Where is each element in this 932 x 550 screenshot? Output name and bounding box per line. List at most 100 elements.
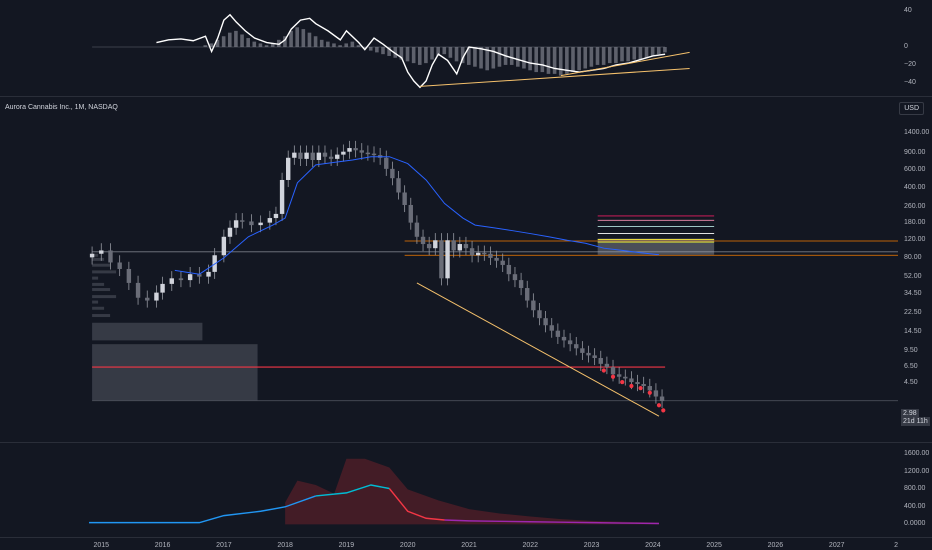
histogram-bar [289, 30, 293, 47]
volume-profile-bar [92, 295, 117, 299]
histogram-bar [650, 47, 655, 56]
oscillator-line [156, 13, 666, 89]
histogram-bar [326, 41, 330, 47]
candle-body [347, 148, 352, 152]
price-tick-label: 400.00 [904, 183, 926, 191]
candle-body [531, 300, 536, 311]
histogram-bar [227, 32, 232, 47]
histogram-bar [558, 47, 563, 76]
time-tick-label: 2025 [706, 542, 722, 549]
candle-body [160, 283, 165, 293]
time-axis[interactable]: 2015 2016 2017 2018 2019 2020 2021 2022 2023 2024… [0, 537, 898, 550]
histogram-bar [203, 45, 208, 47]
candle-body [653, 390, 659, 397]
histogram-bar [589, 47, 594, 67]
candle-body [598, 358, 603, 364]
candle-body [414, 222, 420, 237]
pane-separator-bottom[interactable] [0, 442, 932, 443]
candle-body [233, 220, 239, 228]
histogram-bar [234, 30, 238, 47]
candle-body [258, 222, 263, 226]
indicator-line-purple [444, 519, 659, 525]
moving-average-line [174, 156, 660, 275]
oscillator-tick-label: −40 [904, 78, 916, 86]
candle-body [298, 152, 303, 159]
histogram-bar [362, 47, 367, 49]
candle-body [641, 384, 646, 387]
histogram-bar [491, 47, 496, 69]
candle-body [365, 152, 371, 155]
time-tick-label: 2023 [584, 542, 600, 549]
price-chart[interactable] [0, 96, 898, 442]
candle-body [549, 325, 554, 331]
pane-separator-top[interactable] [0, 96, 932, 97]
candle-body [169, 278, 174, 284]
candle-body [126, 268, 132, 283]
histogram-bar [387, 47, 391, 56]
price-tick-label: 80.00 [904, 253, 922, 261]
histogram-bar [283, 36, 287, 47]
histogram-bar [270, 43, 275, 47]
histogram-bar [460, 47, 465, 64]
candle-body [482, 252, 487, 255]
candle-body [99, 250, 104, 254]
candle-body [512, 274, 518, 281]
histogram-bar [454, 47, 459, 62]
candle-body [402, 192, 407, 206]
candle-body [543, 318, 548, 326]
oscillator-tick-label: −20 [904, 60, 916, 68]
candle-body [451, 240, 456, 251]
price-tick-label: 1400.00 [904, 129, 930, 137]
histogram-bar [583, 47, 588, 69]
histogram-bar [344, 43, 349, 47]
histogram-bar [607, 47, 612, 64]
volume-profile-block [92, 322, 203, 341]
lower-tick-label: 0.0000 [904, 520, 926, 528]
candle-body [439, 240, 444, 279]
histogram-bar [534, 47, 539, 73]
candle-body [518, 280, 524, 289]
price-tick-label: 9.50 [904, 346, 918, 354]
histogram-bar [601, 47, 606, 65]
histogram-bar [479, 47, 483, 69]
candle-body [145, 297, 150, 301]
price-scale[interactable]: 40 0 −20 −40 1400.00 900.00 600.00 400.00 260.00… [898, 0, 932, 550]
lower-tick-label: 400.00 [904, 502, 926, 510]
histogram-bar [516, 47, 520, 67]
candle-body [221, 236, 227, 256]
price-tick-label: 600.00 [904, 166, 926, 174]
histogram-bar [473, 47, 477, 67]
volume-profile-bar [92, 306, 105, 310]
candle-body [267, 218, 273, 223]
currency-button[interactable]: USD [899, 102, 924, 115]
candle-body [227, 227, 233, 237]
histogram-bar [252, 41, 257, 47]
candle-body [610, 367, 616, 375]
lower-indicator-chart[interactable] [0, 442, 898, 537]
histogram-bar [417, 47, 422, 65]
histogram-bar [565, 47, 569, 74]
oscillator-tick-label: 40 [904, 7, 912, 15]
histogram-bar [215, 39, 220, 47]
price-tick-label: 260.00 [904, 202, 926, 210]
volume-profile-block [92, 344, 258, 401]
candle-body [304, 152, 309, 159]
candle-body [359, 150, 364, 153]
range-box [597, 238, 715, 255]
time-tick-label: 2024 [645, 542, 661, 549]
oscillator-chart[interactable] [0, 0, 898, 96]
candle-body [469, 248, 475, 256]
candle-body [187, 274, 193, 281]
histogram-bar [442, 47, 447, 55]
candle-body [135, 282, 141, 298]
price-tick-label: 34.50 [904, 290, 922, 298]
last-price-label: 2.98 [901, 409, 919, 418]
histogram-bar [552, 47, 557, 74]
time-tick-label: 2017 [216, 542, 232, 549]
candle-body [494, 257, 499, 261]
candle-body [561, 336, 567, 341]
volume-profile-bar [92, 257, 105, 261]
histogram-bar [313, 36, 318, 47]
time-tick-label: 2027 [829, 542, 845, 549]
histogram-bar [240, 34, 244, 47]
